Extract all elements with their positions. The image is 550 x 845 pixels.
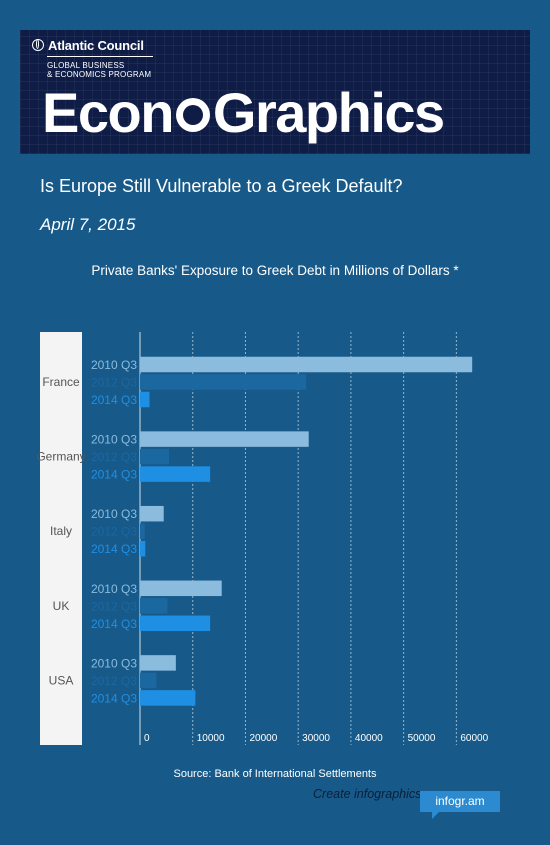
bar [140,672,157,689]
org-name: Atlantic Council [48,38,144,53]
bar [140,431,309,447]
bar [140,356,473,373]
bar [140,690,196,706]
brand-wordmark: Econ Graphics [42,81,445,144]
series-label: 2012 Q3 [91,674,137,688]
org-divider [47,56,153,57]
series-label: 2010 Q3 [91,358,137,372]
bar [140,374,307,390]
bar [140,448,169,465]
series-label: 2014 Q3 [91,617,137,631]
program-line-1: GLOBAL BUSINESS [47,61,125,70]
bar [140,540,146,557]
bar [140,466,211,482]
bar [140,615,211,632]
x-tick-label: 10000 [197,733,225,744]
bar [140,523,145,539]
category-label: UK [53,599,70,613]
series-label: 2012 Q3 [91,376,137,390]
coin-icon [175,98,210,132]
bar [140,505,164,522]
series-label: 2010 Q3 [91,433,137,447]
bar [140,655,176,671]
brand-left: Econ [42,81,174,144]
infogram-button[interactable]: infogr.am [420,791,500,819]
series-label: 2010 Q3 [91,656,137,670]
bar [140,598,168,614]
page-date: April 7, 2015 [40,215,136,234]
series-label: 2010 Q3 [91,582,137,596]
series-label: 2014 Q3 [91,542,137,556]
x-tick-label: 20000 [249,733,277,744]
x-tick-label: 60000 [460,733,488,744]
series-label: 2012 Q3 [91,525,137,539]
category-label-band [40,332,82,745]
category-label: USA [49,673,74,687]
econographics-banner: Atlantic Council GLOBAL BUSINESS & ECONO… [20,30,530,154]
series-label: 2014 Q3 [91,468,137,482]
category-label: France [42,375,80,389]
series-label: 2010 Q3 [91,507,137,521]
source-note: Source: Bank of International Settlement… [173,768,377,780]
program-line-2: & ECONOMICS PROGRAM [47,70,152,79]
x-tick-label: 40000 [355,733,383,744]
x-tick-label: 30000 [302,733,330,744]
series-label: 2012 Q3 [91,450,137,464]
chart-title: Private Banks' Exposure to Greek Debt in… [91,263,459,278]
bar [140,580,222,597]
category-label: Germany [36,450,85,464]
series-label: 2014 Q3 [91,393,137,407]
program-name: GLOBAL BUSINESS & ECONOMICS PROGRAM [47,61,151,79]
bar [140,391,150,408]
globe-icon [32,39,44,51]
create-infographics-link[interactable]: Create infographics [313,787,422,801]
series-label: 2012 Q3 [91,599,137,613]
series-label: 2014 Q3 [91,691,137,705]
x-tick-label: 0 [144,733,150,744]
category-label: Italy [50,524,72,538]
x-tick-label: 50000 [408,733,436,744]
page-title: Is Europe Still Vulnerable to a Greek De… [40,176,403,196]
brand-right: Graphics [212,81,445,144]
